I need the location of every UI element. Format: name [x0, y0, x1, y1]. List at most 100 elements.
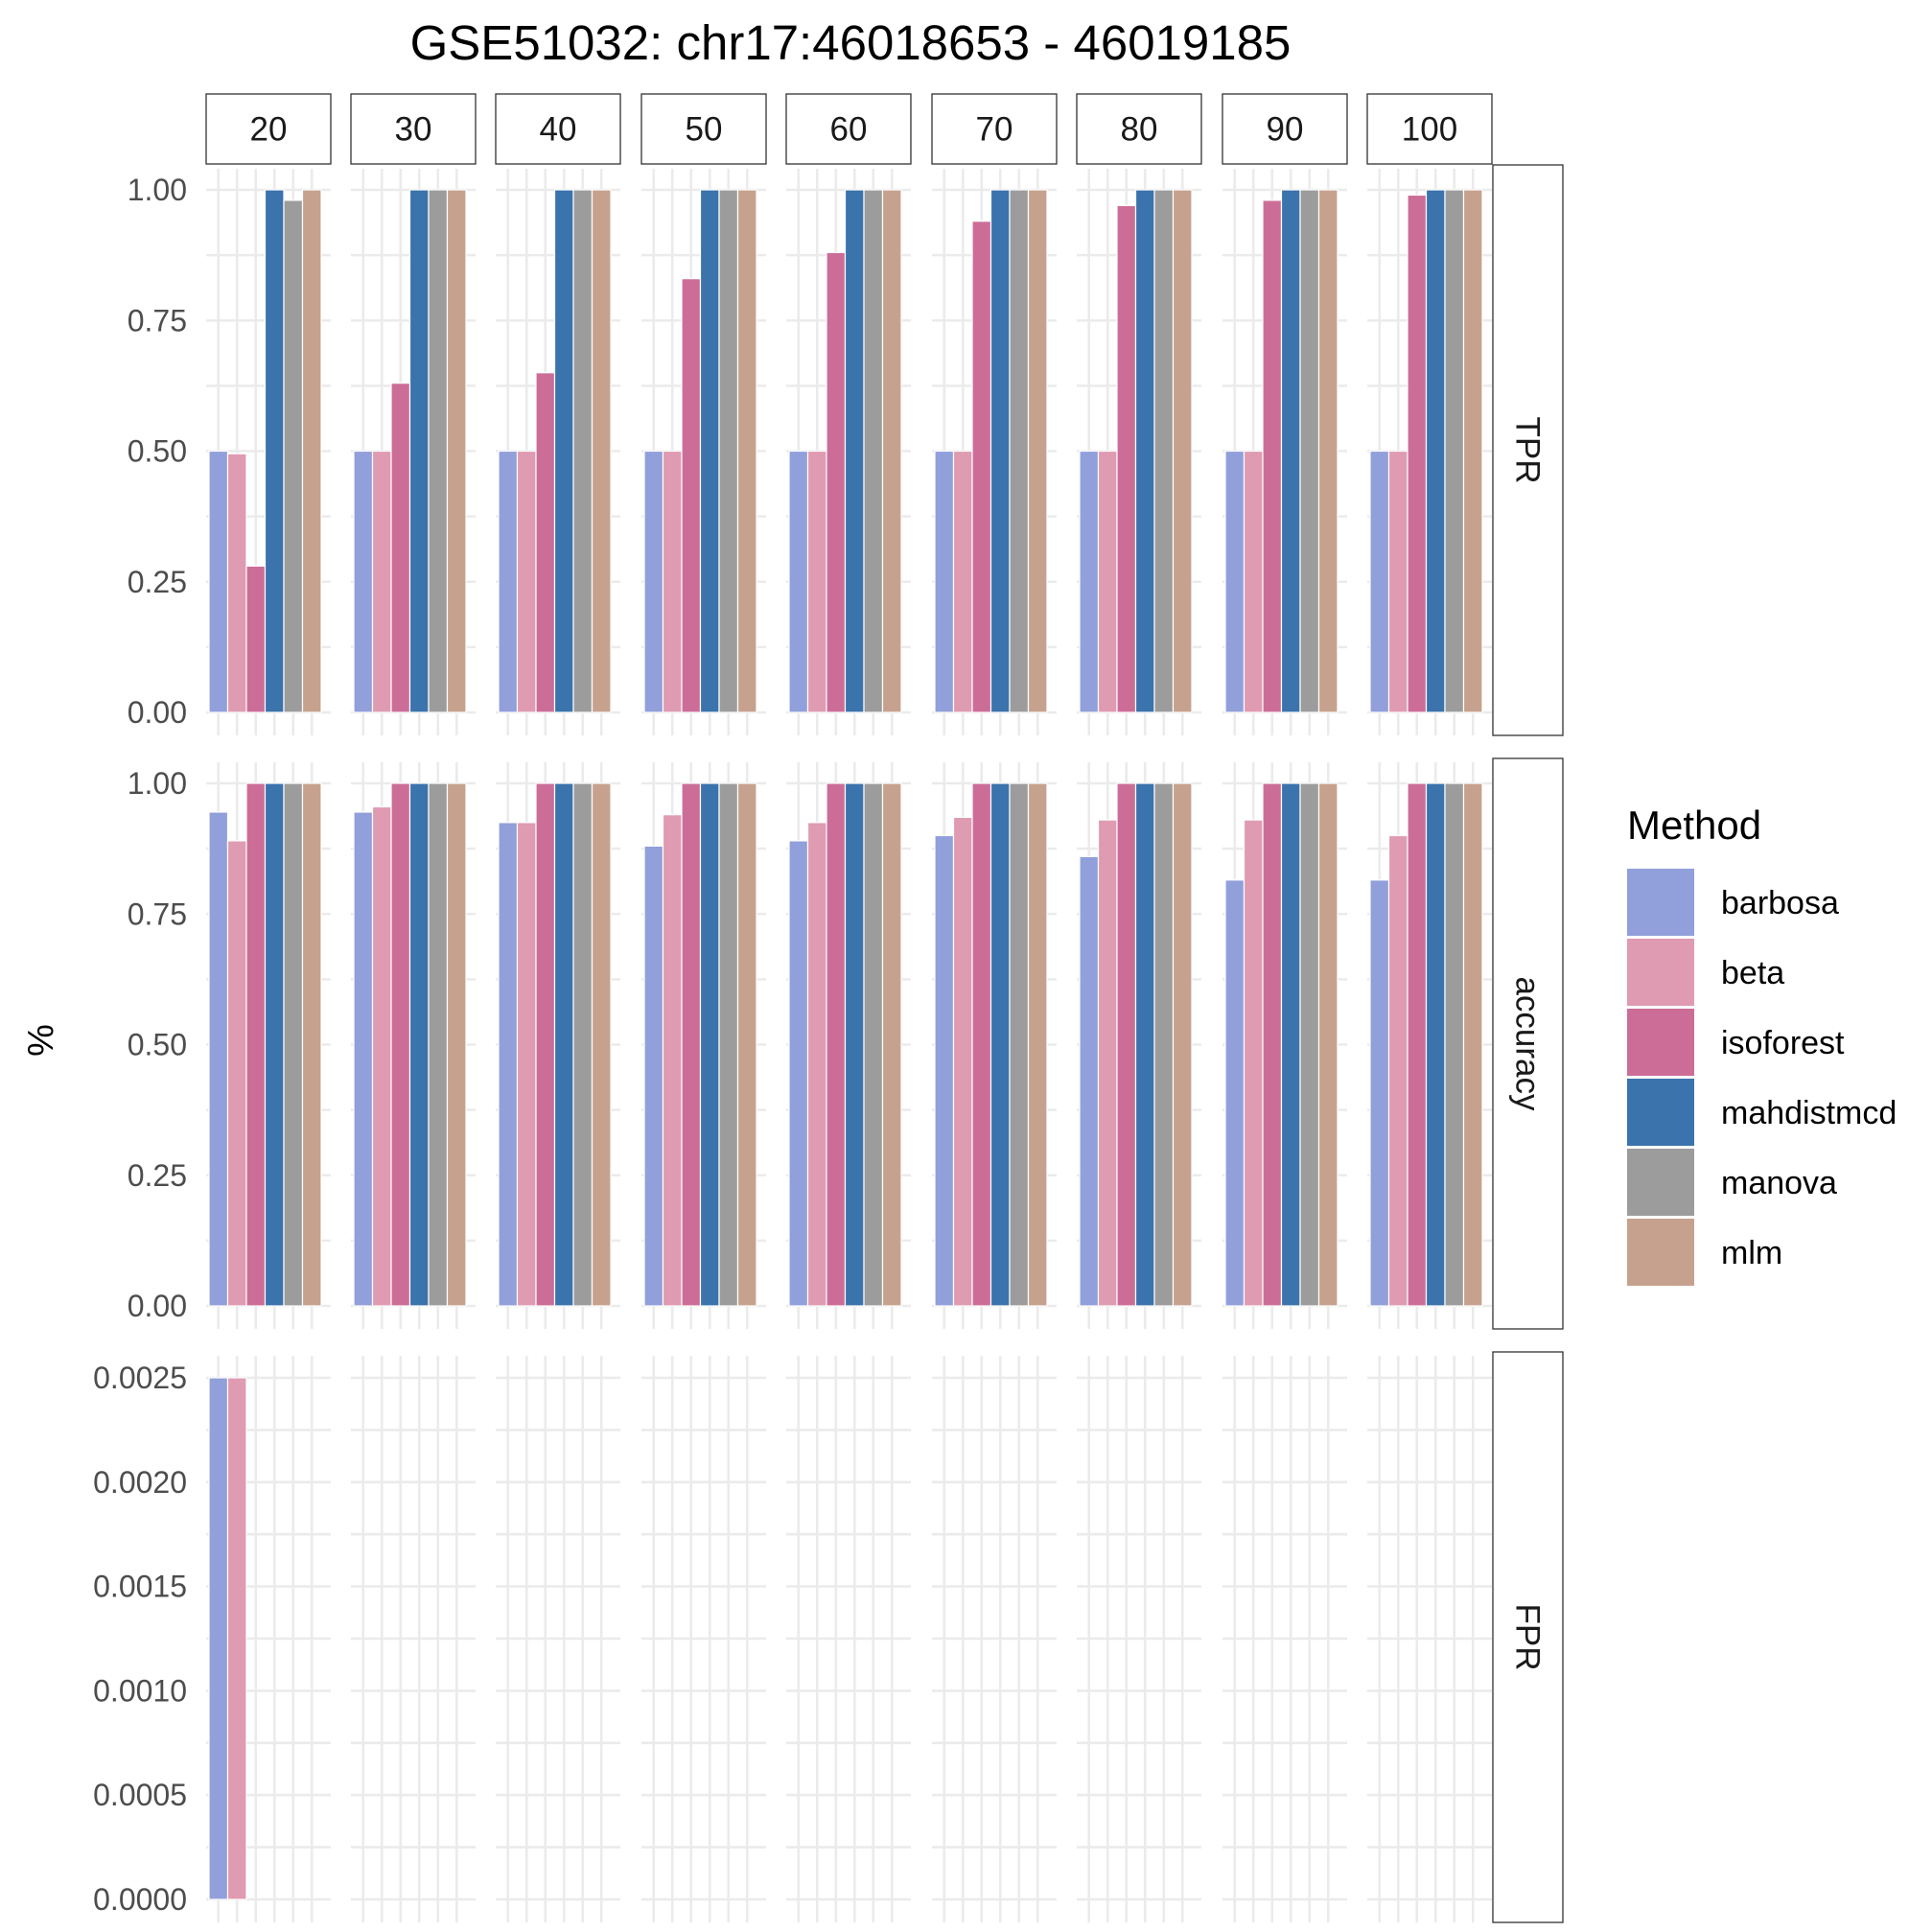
legend-label: mlm: [1721, 1235, 1782, 1271]
legend-item: barbosa: [1627, 869, 1839, 936]
bar-isoforest: [535, 782, 556, 1307]
bar-isoforest: [971, 782, 992, 1307]
y-tick-label: 0.00: [128, 695, 187, 730]
column-strip-label: 70: [976, 111, 1013, 149]
y-tick-label: 0.0005: [93, 1778, 187, 1812]
bar-manova: [572, 782, 594, 1307]
bar-isoforest: [390, 383, 411, 713]
bar-mahdistmcd: [264, 782, 285, 1307]
bar-mahdistmcd: [408, 782, 430, 1307]
bar-barbosa: [208, 450, 229, 713]
legend-label: beta: [1721, 955, 1784, 991]
panel: [206, 1356, 331, 1922]
bar-beta: [1097, 819, 1118, 1307]
bar-beta: [516, 822, 537, 1307]
panel: [1367, 169, 1492, 735]
panel: [1222, 169, 1347, 735]
legend-swatch: [1627, 1219, 1694, 1286]
panel: [351, 1356, 476, 1922]
bar-mahdistmcd: [1425, 782, 1446, 1307]
column-strip: 60: [785, 93, 912, 165]
legend-item: mlm: [1627, 1219, 1782, 1286]
bar-barbosa: [498, 450, 519, 713]
bar-isoforest: [1407, 194, 1428, 713]
bar-barbosa: [643, 845, 664, 1307]
column-strip-box: [1076, 93, 1202, 165]
legend-label: mahdistmcd: [1721, 1095, 1897, 1131]
bar-mahdistmcd: [408, 189, 430, 713]
bar-mlm: [1317, 189, 1338, 713]
column-strip: 90: [1222, 93, 1348, 165]
y-tick-label: 0.75: [128, 303, 187, 338]
legend-title: Method: [1627, 803, 1761, 848]
column-strip-label: 100: [1402, 111, 1457, 149]
y-tick-label: 0.25: [128, 1158, 187, 1193]
bar-mahdistmcd: [553, 782, 574, 1307]
panel: [1222, 762, 1347, 1329]
bar-barbosa: [1079, 855, 1100, 1307]
bar-mlm: [1027, 782, 1048, 1307]
bar-beta: [662, 450, 683, 713]
bar-manova: [428, 189, 449, 713]
bar-mahdistmcd: [1134, 782, 1155, 1307]
legend-item: beta: [1627, 939, 1784, 1006]
panel: [786, 1356, 911, 1922]
column-strip-box: [931, 93, 1058, 165]
bar-isoforest: [826, 782, 847, 1307]
column-strip-label: 20: [250, 111, 288, 149]
column-strip: 40: [495, 93, 621, 165]
panel: [1077, 762, 1201, 1329]
bar-beta: [1097, 450, 1118, 713]
bar-mahdistmcd: [989, 189, 1011, 713]
bar-beta: [1387, 450, 1408, 713]
row-strip-box: [1492, 757, 1564, 1330]
row-strip-label: TPR: [1509, 417, 1547, 484]
panel: [351, 762, 476, 1329]
bar-barbosa: [1369, 879, 1390, 1307]
bar-mlm: [881, 189, 902, 713]
bar-beta: [1243, 450, 1264, 713]
bar-barbosa: [1224, 450, 1245, 713]
bar-mlm: [1172, 189, 1193, 713]
row-2: 0.0000 0.0005 0.0010 0.0015 0.0020 0.0025 FPR: [93, 1351, 1564, 1923]
panel: [786, 762, 911, 1329]
bar-isoforest: [1116, 204, 1137, 713]
column-strip: 70: [931, 93, 1058, 165]
bar-manova: [1299, 782, 1320, 1307]
bar-beta: [1243, 819, 1264, 1307]
bar-mlm: [446, 189, 467, 713]
y-tick-label: 0.0020: [93, 1465, 187, 1500]
column-strip-box: [1222, 93, 1348, 165]
legend-swatch: [1627, 1149, 1694, 1216]
bar-manova: [863, 189, 884, 713]
bar-mlm: [1317, 782, 1338, 1307]
bar-isoforest: [1407, 782, 1428, 1307]
bar-barbosa: [788, 840, 809, 1307]
legend: Method barbosa beta isoforest mahdistmcd man…: [1627, 803, 1897, 1286]
bar-manova: [863, 782, 884, 1307]
panel: [206, 762, 331, 1329]
bar-barbosa: [208, 1377, 229, 1900]
bar-barbosa: [934, 450, 955, 713]
bar-mahdistmcd: [844, 189, 865, 713]
panel: [496, 169, 620, 735]
row-strip-box: [1492, 1351, 1564, 1923]
bar-beta: [226, 1377, 247, 1900]
bar-barbosa: [498, 822, 519, 1307]
bar-isoforest: [826, 251, 847, 713]
bar-mahdistmcd: [1280, 189, 1301, 713]
legend-item: manova: [1627, 1149, 1837, 1216]
bar-beta: [806, 450, 827, 713]
panels: 20 30 40 50 60 70 80 90 100 0.00 0.25 0.50 0.75 1.00 T…: [93, 93, 1564, 1923]
bar-manova: [283, 199, 304, 713]
column-strip-box: [205, 93, 332, 165]
bar-mlm: [301, 782, 322, 1307]
bar-beta: [226, 840, 247, 1307]
row-0: 0.00 0.25 0.50 0.75 1.00 TPR: [128, 164, 1564, 736]
bar-beta: [226, 453, 247, 713]
bar-isoforest: [681, 782, 702, 1307]
bar-manova: [1009, 189, 1030, 713]
panel: [932, 1356, 1057, 1922]
panel: [1077, 169, 1201, 735]
bar-mahdistmcd: [844, 782, 865, 1307]
